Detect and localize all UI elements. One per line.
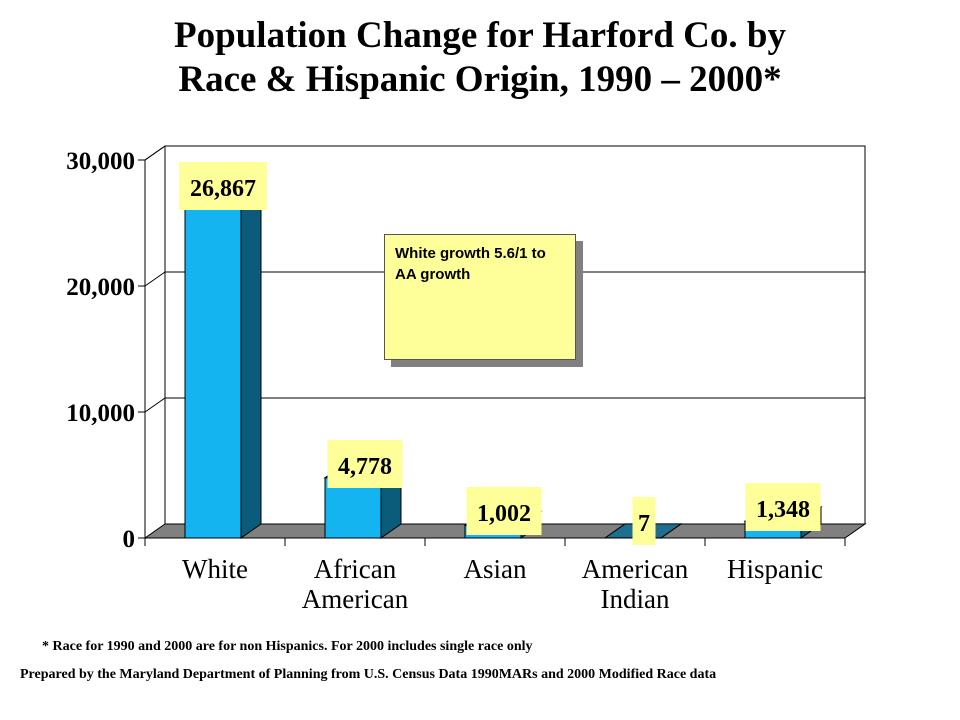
x-tick-label: American: [302, 584, 409, 614]
chart-title-line2: Race & Hispanic Origin, 1990 – 2000*: [178, 59, 782, 100]
y-tick-label: 0: [123, 526, 136, 553]
data-label-text: 1,002: [477, 501, 531, 527]
data-labels: 26,867 4,778 1,002 7 1,348: [179, 162, 821, 545]
footnote: * Race for 1990 and 2000 are for non His…: [42, 639, 533, 654]
data-label-bg: [632, 497, 656, 545]
annotation-box: White growth 5.6/1 to AA growth: [384, 234, 576, 360]
data-label: 1,002: [466, 487, 542, 535]
x-tick-label: Indian: [601, 584, 670, 614]
data-label: 4,778: [327, 440, 403, 488]
chart-title-line1: Population Change for Harford Co. by: [174, 15, 786, 56]
data-label-bg: [327, 440, 403, 488]
data-label-bg: [745, 483, 821, 531]
data-label-text: 1,348: [756, 497, 810, 523]
x-tick-label: American: [582, 554, 689, 584]
x-tick-label: Hispanic: [727, 554, 823, 584]
bar-side: [240, 184, 262, 539]
bar: [183, 184, 263, 539]
data-label-text: 26,867: [190, 176, 256, 202]
data-label-bg: [466, 487, 542, 535]
x-tick-label: African: [314, 554, 397, 584]
annotation-text: White growth 5.6/1 to AA growth: [395, 245, 546, 283]
gridline-side: [144, 145, 166, 161]
y-axis: 0 10,000 20,000 30,000: [66, 148, 145, 553]
source-note: Prepared by the Maryland Department of P…: [20, 667, 717, 682]
data-label-text: 4,778: [338, 454, 392, 480]
y-tick-label: 10,000: [66, 400, 135, 427]
x-tick-label: White: [182, 554, 248, 584]
chart-title: Population Change for Harford Co. by Rac…: [0, 14, 960, 102]
data-label: 26,867: [179, 162, 267, 210]
y-tick-label: 20,000: [66, 274, 135, 301]
y-tick-label: 30,000: [66, 148, 135, 175]
bar-front: [184, 198, 242, 539]
gridline-side: [144, 397, 166, 413]
data-label-bg: [179, 162, 267, 210]
x-tick-label: Asian: [464, 554, 527, 584]
gridline-side: [144, 271, 166, 287]
data-label: 1,348: [745, 483, 821, 531]
data-label-text: 7: [638, 511, 650, 537]
data-label: 7: [632, 497, 656, 545]
